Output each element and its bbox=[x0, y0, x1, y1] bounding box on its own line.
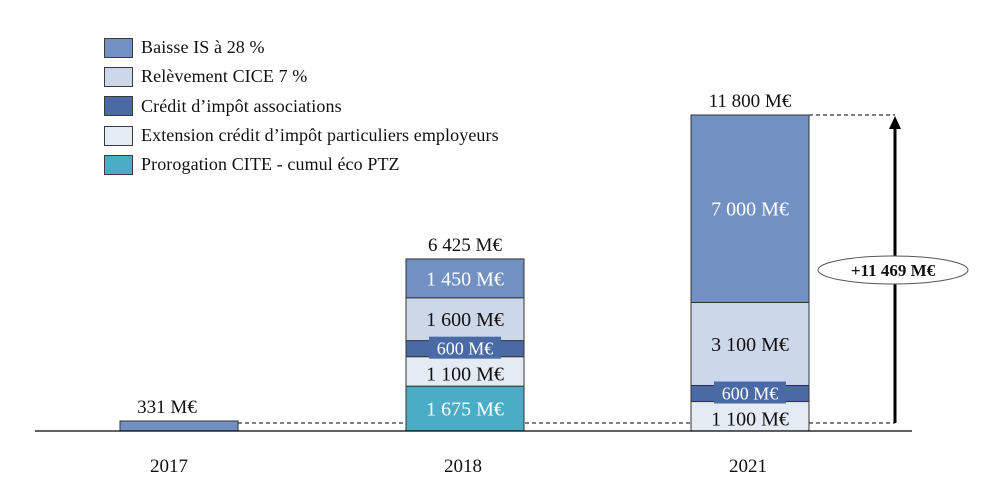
legend-label: Prorogation CITE - cumul éco PTZ bbox=[141, 154, 400, 175]
total-label-2021: 11 800 M€ bbox=[709, 91, 792, 112]
bar-segment-extension-credit-d-impot-particuliers-employeurs-2021 bbox=[690, 401, 810, 432]
data-label-credit-d-impot-associations-2018-bg bbox=[429, 336, 501, 359]
total-label-2017: 331 M€ bbox=[137, 397, 197, 418]
legend-label: Extension crédit d’impôt particuliers em… bbox=[141, 125, 499, 146]
annotation-ellipse bbox=[817, 255, 969, 285]
legend-item-relevement-cice-7: Relèvement CICE 7 % bbox=[104, 62, 499, 91]
x-tick-label-2018: 2018 bbox=[444, 456, 482, 477]
data-label-credit-d-impot-associations-2021-bg bbox=[714, 381, 786, 404]
data-label-prorogation-cite-cumul-eco-ptz-2018: 1 675 M€ bbox=[426, 399, 504, 421]
bar-segment-baisse-is-a-28-2021 bbox=[690, 114, 810, 303]
data-label-relevement-cice-7-2021: 3 100 M€ bbox=[711, 334, 789, 356]
legend-swatch-icon bbox=[104, 37, 133, 58]
legend-label: Relèvement CICE 7 % bbox=[141, 66, 308, 87]
legend: Baisse IS à 28 % Relèvement CICE 7 % Crédi… bbox=[104, 33, 499, 179]
annotation-label: +11 469 M€ bbox=[851, 261, 936, 280]
legend-item-prorogation-cite-cumul-eco-ptz: Prorogation CITE - cumul éco PTZ bbox=[104, 150, 499, 179]
legend-swatch-icon bbox=[104, 66, 133, 87]
legend-label: Baisse IS à 28 % bbox=[141, 37, 265, 58]
data-label-extension-credit-d-impot-particuliers-employeurs-2018: 1 100 M€ bbox=[426, 363, 504, 385]
data-label-baisse-is-a-28-2021: 7 000 M€ bbox=[711, 199, 789, 221]
legend-item-extension-credit-d-impot-particuliers-employeurs: Extension crédit d’impôt particuliers em… bbox=[104, 121, 499, 150]
legend-label: Crédit d’impôt associations bbox=[141, 95, 342, 116]
data-label-relevement-cice-7-2018: 1 600 M€ bbox=[426, 309, 504, 331]
bar-segment-relevement-cice-7-2021 bbox=[690, 301, 810, 386]
bar-stack-2017 bbox=[119, 420, 239, 432]
legend-item-baisse-is-a-28: Baisse IS à 28 % bbox=[104, 33, 499, 62]
data-label-credit-d-impot-associations-2018: 600 M€ bbox=[437, 339, 494, 359]
data-label-baisse-is-a-28-2018: 1 450 M€ bbox=[426, 268, 504, 290]
bar-segment-relevement-cice-7-2018 bbox=[405, 297, 525, 342]
x-tick-label-2017: 2017 bbox=[150, 456, 188, 477]
x-tick-label-2021: 2021 bbox=[729, 456, 767, 477]
bar-segment-prorogation-cite-cumul-eco-ptz-2018 bbox=[405, 385, 525, 432]
legend-swatch-icon bbox=[104, 154, 133, 175]
bar-segment-baisse-is-a-28-2017 bbox=[119, 420, 239, 432]
legend-swatch-icon bbox=[104, 96, 133, 117]
legend-swatch-icon bbox=[104, 125, 133, 146]
bar-segment-baisse-is-a-28-2018 bbox=[405, 258, 525, 299]
data-label-credit-d-impot-associations-2021: 600 M€ bbox=[722, 384, 779, 404]
total-label-2018: 6 425 M€ bbox=[428, 235, 502, 256]
legend-item-credit-d-impot-associations: Crédit d’impôt associations bbox=[104, 92, 499, 121]
data-label-extension-credit-d-impot-particuliers-employeurs-2021: 1 100 M€ bbox=[711, 408, 789, 430]
increase-arrowhead-icon bbox=[889, 116, 901, 129]
bar-segment-extension-credit-d-impot-particuliers-employeurs-2018 bbox=[405, 356, 525, 387]
